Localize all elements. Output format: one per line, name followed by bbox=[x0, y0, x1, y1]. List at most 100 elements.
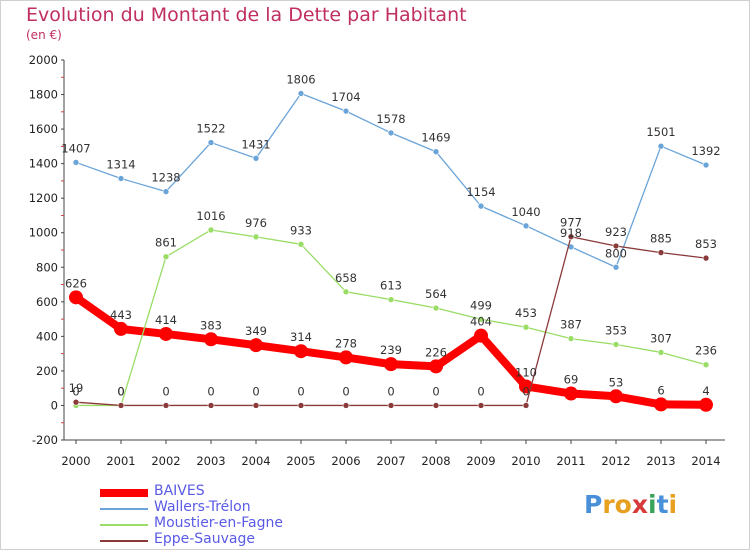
data-point bbox=[432, 402, 440, 409]
x-tick-label: 2014 bbox=[691, 454, 720, 468]
data-label: 1238 bbox=[151, 171, 180, 185]
data-point bbox=[159, 326, 173, 341]
legend-swatch bbox=[100, 489, 148, 497]
data-label: 53 bbox=[609, 375, 624, 389]
data-point bbox=[114, 321, 128, 336]
data-label: 353 bbox=[605, 323, 627, 337]
data-point bbox=[384, 357, 398, 372]
data-point bbox=[702, 254, 710, 262]
data-label: 499 bbox=[470, 298, 492, 312]
proxiti-logo: Proxiti bbox=[584, 490, 677, 519]
data-label: 977 bbox=[560, 216, 582, 230]
data-label: 1469 bbox=[421, 131, 450, 145]
data-label: 278 bbox=[335, 336, 357, 350]
data-label: 0 bbox=[387, 384, 394, 398]
data-point bbox=[297, 402, 305, 409]
data-label: 0 bbox=[297, 384, 304, 398]
data-point bbox=[432, 148, 440, 156]
data-label: 1016 bbox=[196, 209, 225, 223]
chart-subtitle: (en €) bbox=[26, 28, 62, 42]
x-tick-label: 2005 bbox=[286, 454, 315, 468]
data-label: 0 bbox=[252, 384, 259, 398]
data-point bbox=[699, 397, 713, 412]
data-label: 1501 bbox=[646, 125, 675, 139]
data-label: 1040 bbox=[511, 205, 540, 219]
data-point bbox=[612, 242, 620, 250]
data-label: 239 bbox=[380, 343, 402, 357]
data-point bbox=[162, 253, 170, 261]
data-point bbox=[207, 139, 215, 146]
y-tick-label: 0 bbox=[51, 398, 58, 412]
data-label: 1704 bbox=[331, 90, 360, 104]
data-point bbox=[294, 344, 308, 359]
data-point bbox=[657, 349, 665, 356]
data-label: 976 bbox=[245, 216, 267, 230]
data-point bbox=[702, 361, 710, 368]
data-point bbox=[162, 188, 170, 195]
data-point bbox=[432, 304, 440, 312]
data-label: 800 bbox=[605, 246, 627, 260]
logo-letter: x bbox=[631, 490, 648, 519]
y-tick-label: 400 bbox=[36, 329, 58, 343]
data-label: 314 bbox=[290, 330, 312, 344]
data-point bbox=[657, 249, 665, 256]
y-tick-label: 1800 bbox=[29, 88, 58, 102]
logo-letter: i bbox=[648, 490, 657, 519]
data-point bbox=[69, 290, 83, 305]
x-tick-label: 2003 bbox=[196, 454, 225, 468]
logo-letter: i bbox=[668, 490, 678, 519]
y-tick-label: -200 bbox=[32, 433, 58, 447]
legend-label: Wallers-Trélon bbox=[154, 499, 251, 515]
data-label: 226 bbox=[425, 345, 447, 359]
data-point bbox=[654, 397, 668, 412]
y-tick-label: 1600 bbox=[29, 122, 58, 136]
data-point bbox=[567, 335, 575, 342]
data-point bbox=[429, 359, 443, 374]
data-label: 69 bbox=[564, 373, 579, 387]
data-point bbox=[162, 402, 170, 409]
x-tick-label: 2012 bbox=[601, 454, 630, 468]
data-label: 933 bbox=[290, 223, 312, 237]
data-point bbox=[612, 341, 620, 348]
data-point bbox=[342, 402, 350, 409]
data-label: 4 bbox=[702, 384, 709, 398]
data-label: 236 bbox=[695, 344, 717, 358]
data-label: 0 bbox=[117, 384, 124, 398]
x-tick-label: 2013 bbox=[646, 454, 675, 468]
x-tick-label: 2000 bbox=[61, 454, 90, 468]
data-point bbox=[207, 226, 215, 234]
data-label: 885 bbox=[650, 232, 672, 246]
legend-label: Moustier-en-Fagne bbox=[154, 515, 283, 531]
data-label: 349 bbox=[245, 324, 267, 338]
data-label: 626 bbox=[65, 276, 87, 290]
data-label: 453 bbox=[515, 306, 537, 320]
legend-swatch bbox=[100, 508, 148, 510]
data-point bbox=[249, 338, 263, 353]
data-point bbox=[657, 142, 665, 150]
x-tick-label: 2001 bbox=[106, 454, 135, 468]
data-label: 853 bbox=[695, 237, 717, 251]
data-point bbox=[297, 241, 305, 248]
data-point bbox=[522, 323, 530, 331]
data-point bbox=[567, 233, 575, 240]
data-point bbox=[207, 402, 215, 409]
data-point bbox=[522, 402, 530, 409]
data-label: 443 bbox=[110, 308, 132, 322]
data-point bbox=[387, 296, 395, 303]
data-label: 0 bbox=[162, 384, 169, 398]
data-label: 613 bbox=[380, 279, 402, 293]
data-label: 1431 bbox=[241, 137, 270, 151]
data-label: 110 bbox=[515, 365, 537, 379]
data-point bbox=[564, 386, 578, 401]
data-point bbox=[474, 328, 488, 343]
y-tick-label: 1400 bbox=[29, 157, 58, 171]
legend-label: BAIVES bbox=[154, 483, 205, 499]
x-tick-label: 2008 bbox=[421, 454, 450, 468]
data-point bbox=[477, 402, 485, 409]
data-point bbox=[204, 332, 218, 347]
data-point bbox=[387, 402, 395, 409]
data-label: 658 bbox=[335, 271, 357, 285]
legend-swatch bbox=[100, 524, 148, 526]
data-label: 0 bbox=[207, 384, 214, 398]
